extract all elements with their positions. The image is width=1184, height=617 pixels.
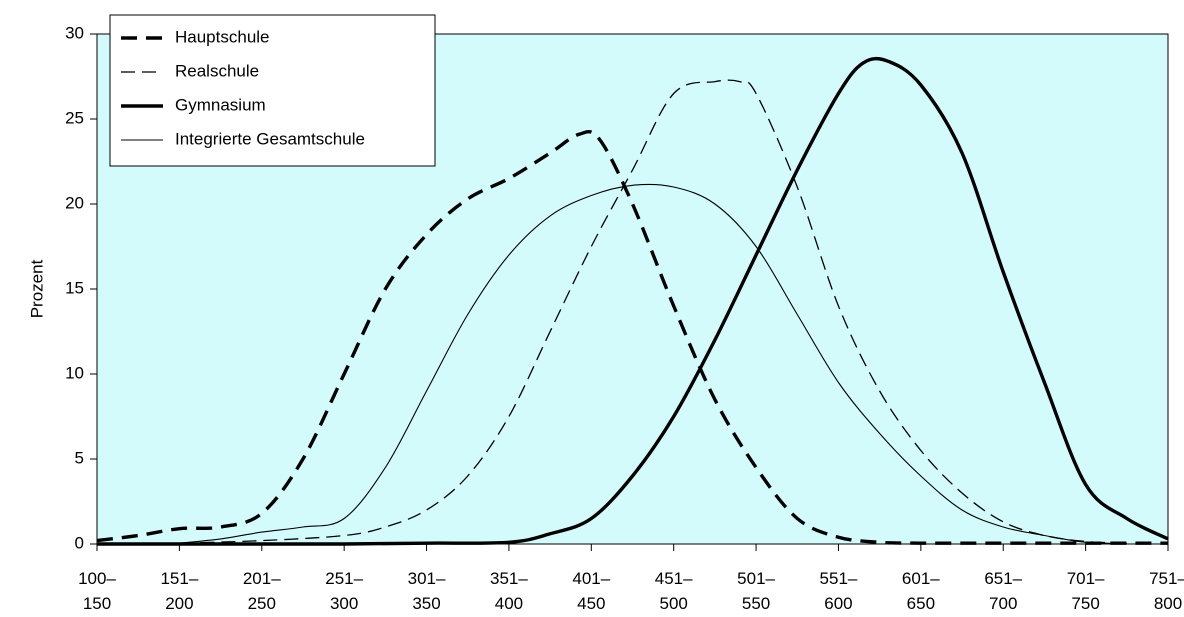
x-tick-label-bottom: 200 [165,594,193,613]
x-tick-label-bottom: 250 [248,594,276,613]
legend: Hauptschule Realschule Gymnasium Integriert… [109,14,436,167]
x-axis: 100– 150 151– 200 201– 250 251– 300 301– 350 351– 4… [78,544,1184,613]
x-tick-label-bottom: 600 [824,594,852,613]
y-tick-label: 30 [65,23,84,42]
y-tick-label: 0 [75,533,84,552]
x-tick-label-bottom: 400 [495,594,523,613]
x-tick-label-top: 201– [243,569,281,588]
series-line-gymnasium [97,56,1169,546]
x-tick-label-bottom: 500 [660,594,688,613]
x-tick-label-top: 100– [78,569,116,588]
x-tick-label-top: 251– [325,569,363,588]
x-tick-label-top: 401– [572,569,610,588]
x-tick-label-bottom: 700 [989,594,1017,613]
x-tick-label-bottom: 300 [330,594,358,613]
legend-box [109,14,436,167]
y-tick-label: 5 [75,448,84,467]
x-tick-label-bottom: 150 [83,594,111,613]
legend-label: Realschule [175,61,259,80]
x-tick-label-top: 151– [160,569,198,588]
y-tick-label: 10 [65,363,84,382]
y-tick-label: 20 [65,193,84,212]
series-line-integrierte-gesamtschule [179,183,1127,545]
legend-label: Hauptschule [175,27,270,46]
x-tick-label-bottom: 450 [577,594,605,613]
y-axis: 0 5 10 15 20 25 30 [65,23,97,552]
x-tick-label-top: 701– [1067,569,1105,588]
x-tick-label-bottom: 350 [412,594,440,613]
legend-label: Gymnasium [175,95,266,114]
legend-label: Integrierte Gesamtschule [175,129,365,148]
x-tick-label-bottom: 800 [1154,594,1182,613]
x-tick-label-top: 301– [408,569,446,588]
series-line-realschule [179,79,1127,544]
x-tick-label-top: 351– [490,569,528,588]
y-tick-label: 15 [65,278,84,297]
x-tick-label-bottom: 650 [907,594,935,613]
series-line-hauptschule [96,129,1168,545]
x-tick-label-top: 651– [984,569,1022,588]
x-tick-label-top: 551– [820,569,858,588]
series-layer [96,56,1169,546]
x-tick-label-top: 451– [655,569,693,588]
y-axis-title: Prozent [27,259,46,318]
x-tick-label-top: 601– [902,569,940,588]
x-tick-label-top: 751– [1149,569,1184,588]
x-tick-label-top: 501– [737,569,775,588]
x-tick-label-bottom: 750 [1071,594,1099,613]
x-tick-label-bottom: 550 [742,594,770,613]
y-tick-label: 25 [65,108,84,127]
